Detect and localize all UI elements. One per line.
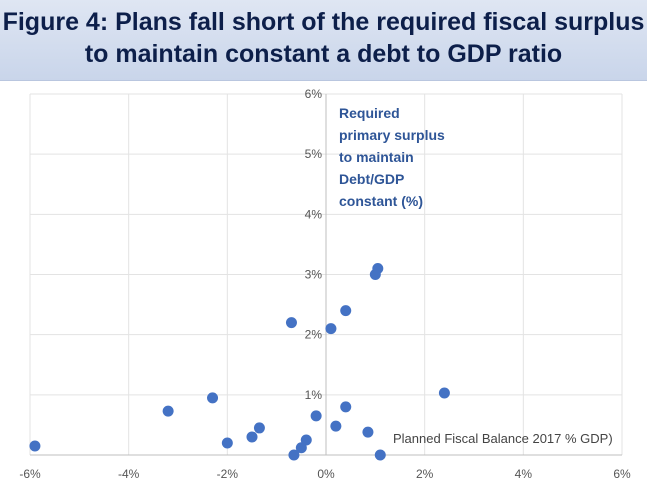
y-annotation-line: Debt/GDP [339,171,404,187]
data-point [221,437,233,449]
y-tick-label: 3% [305,268,323,282]
data-point [340,401,352,413]
y-annotation-line: to maintain [339,149,414,165]
x-tick-label: -2% [217,467,239,481]
y-annotation-line: Required [339,105,400,121]
title-line-1: Figure 4: Plans fall short of the requir… [2,8,645,36]
scatter-chart: -6% -4% -2% 0% 2% 4% 6% 1% 2% 3% 4% 5% 6% Required pr… [19,87,631,481]
data-point [372,262,384,274]
data-point [295,442,307,454]
data-point [162,405,174,417]
y-tick-label: 4% [305,207,323,221]
data-point [438,387,450,399]
y-annotation-line: primary surplus [339,127,445,143]
y-annotation-line: constant (%) [339,193,423,209]
data-point [340,305,352,317]
y-tick-label: 2% [305,328,323,342]
chart-title: Figure 4: Plans fall short of the requir… [0,6,647,70]
data-point [207,392,219,404]
x-tick-label: 6% [613,467,631,481]
data-point [288,449,300,461]
title-banner: Figure 4: Plans fall short of the requir… [0,0,647,81]
y-tick-label: 6% [305,87,323,101]
y-tick-label: 5% [305,147,323,161]
y-tick-label: 1% [305,388,323,402]
data-point [310,410,322,422]
data-point [253,422,265,434]
x-tick-label: 2% [416,467,434,481]
y-axis-annotation: Required primary surplus to maintain Debt/G… [339,105,445,209]
data-point [300,434,312,446]
axes [30,94,622,456]
data-point [285,317,297,329]
data-point [29,440,41,452]
data-point [362,426,374,438]
tick-labels: -6% -4% -2% 0% 2% 4% 6% 1% 2% 3% 4% 5% 6% [19,87,631,481]
data-point [374,449,386,461]
x-tick-label: 0% [317,467,335,481]
data-point [246,431,258,443]
data-point [325,323,337,335]
x-tick-label: -6% [19,467,41,481]
data-point [330,420,342,432]
x-axis-label: Planned Fiscal Balance 2017 % GDP) [393,431,613,446]
data-points [29,262,450,461]
x-tick-label: -4% [118,467,140,481]
title-line-2: to maintain constant a debt to GDP ratio [84,40,563,68]
x-tick-label: 4% [515,467,533,481]
